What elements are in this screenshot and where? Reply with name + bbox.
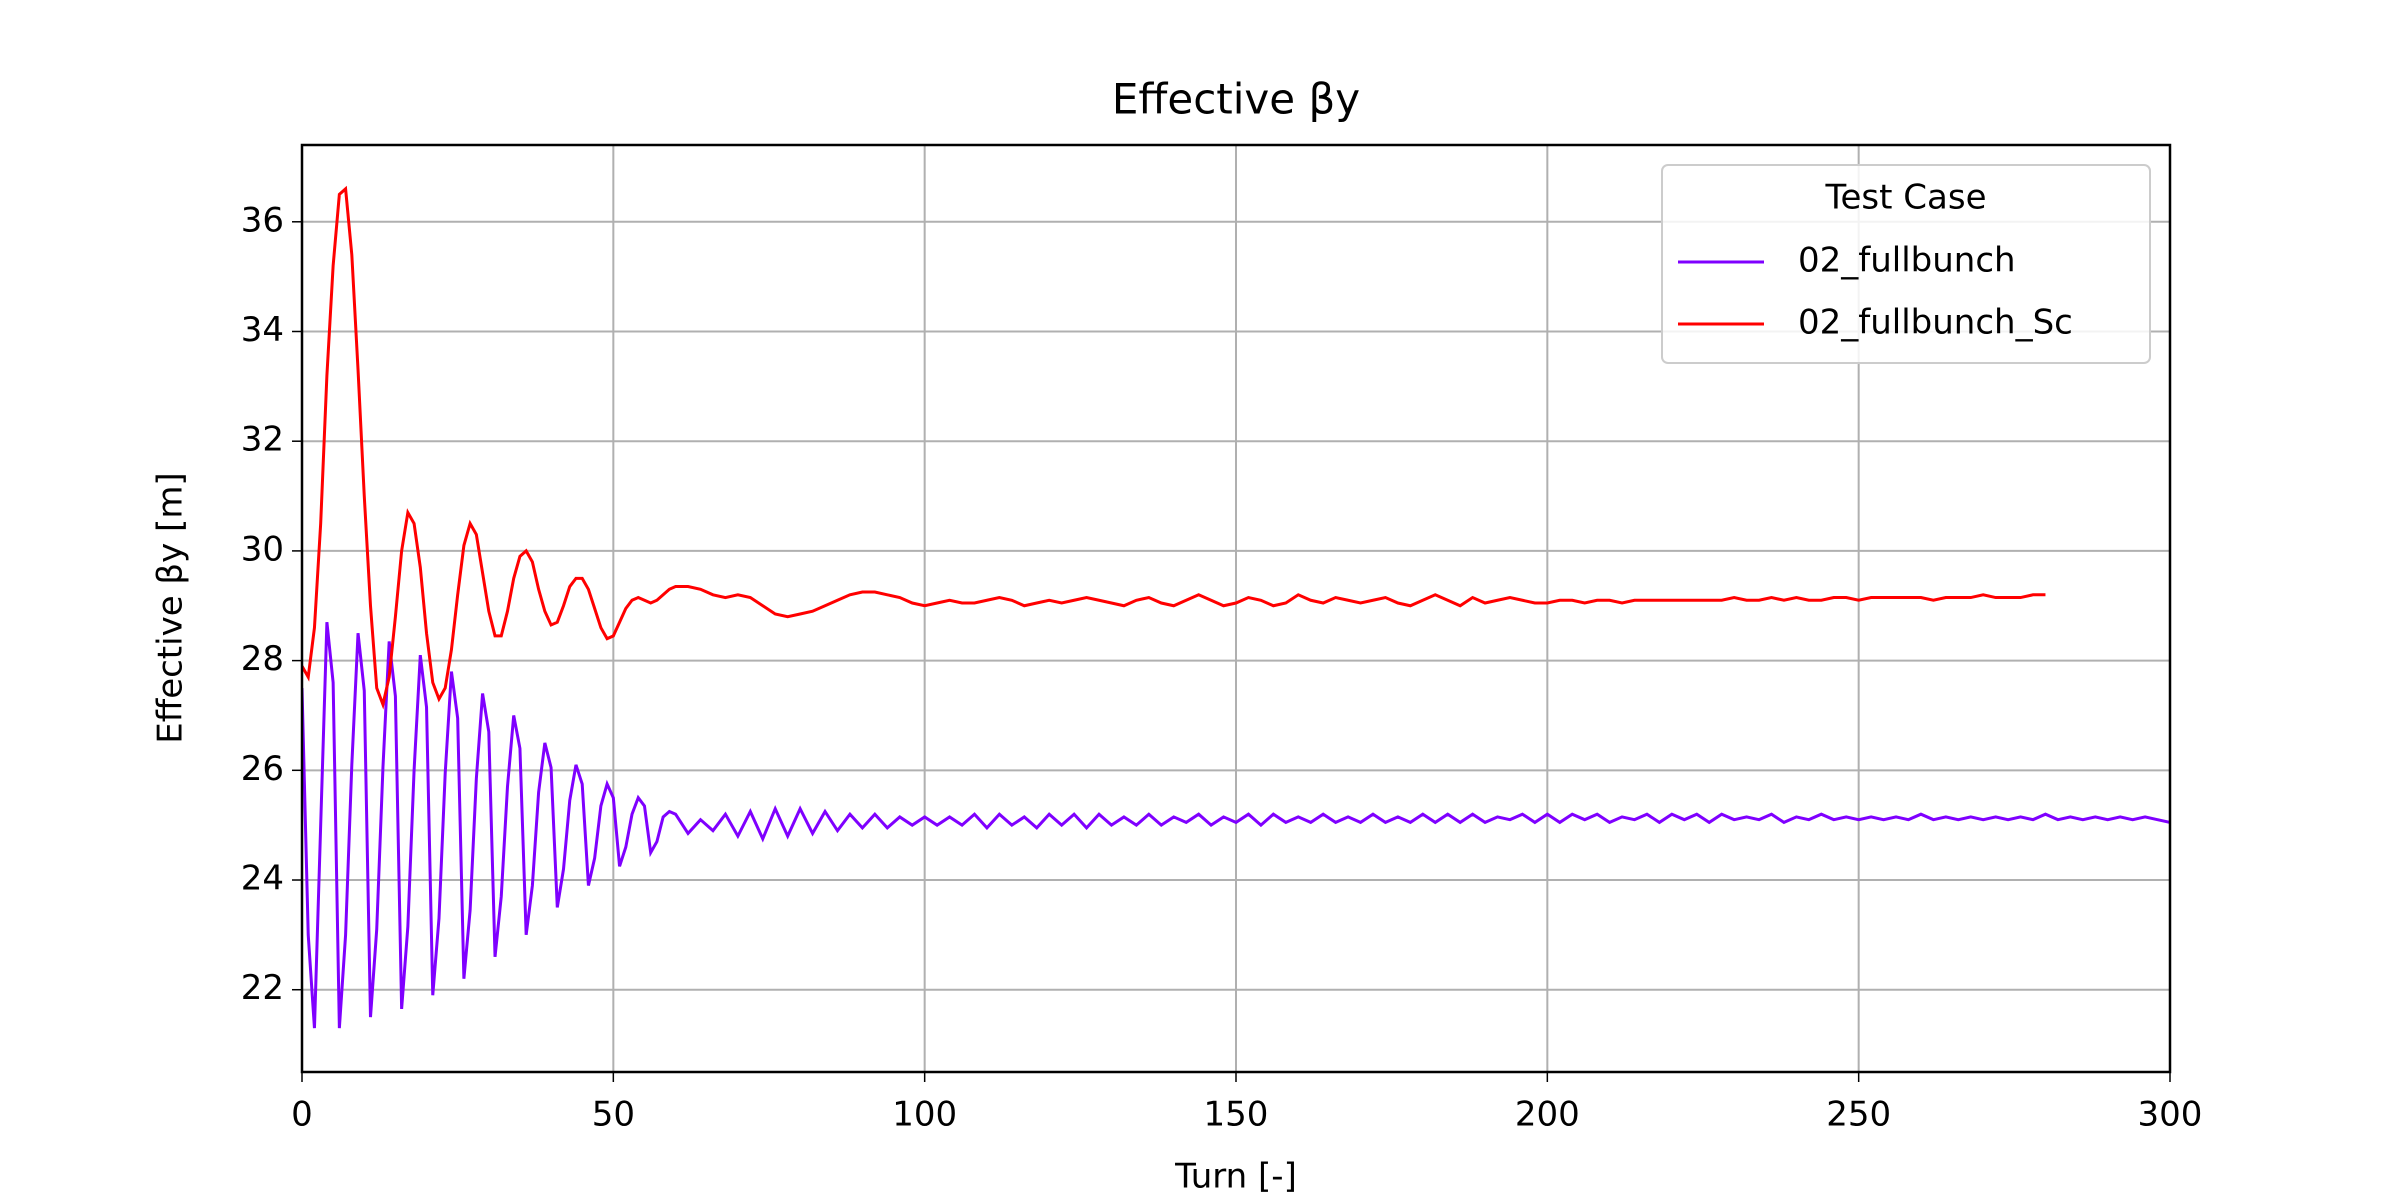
y-tick-label: 24 bbox=[241, 859, 284, 899]
x-tick-label: 200 bbox=[1515, 1095, 1580, 1135]
x-tick-label: 50 bbox=[592, 1095, 635, 1135]
data-line bbox=[302, 185, 2046, 710]
x-tick-label: 150 bbox=[1204, 1095, 1269, 1135]
x-tick-label: 0 bbox=[291, 1095, 313, 1135]
y-tick-label: 26 bbox=[241, 749, 284, 789]
y-tick-label: 30 bbox=[241, 529, 284, 569]
x-tick-label: 100 bbox=[892, 1095, 957, 1135]
chart-title: Effective βy bbox=[1112, 75, 1360, 124]
data-line bbox=[302, 622, 2170, 1029]
x-axis-label: Turn [-] bbox=[1174, 1157, 1297, 1197]
legend-label: 02_fullbunch_Sc bbox=[1798, 303, 2073, 343]
x-tick-label: 300 bbox=[2138, 1095, 2203, 1135]
y-tick-label: 36 bbox=[241, 200, 284, 240]
legend-box bbox=[1661, 164, 2151, 364]
x-tick-label: 250 bbox=[1826, 1095, 1891, 1135]
y-axis-label: Effective βy [m] bbox=[151, 472, 191, 743]
legend-label: 02_fullbunch bbox=[1798, 241, 2016, 281]
y-tick-label: 34 bbox=[241, 310, 284, 350]
legend-title: Test Case bbox=[1825, 178, 1987, 218]
y-tick-label: 22 bbox=[241, 968, 284, 1008]
plot-frame bbox=[300, 143, 2172, 1074]
y-tick-label: 28 bbox=[241, 639, 284, 679]
y-tick-label: 32 bbox=[241, 420, 284, 460]
